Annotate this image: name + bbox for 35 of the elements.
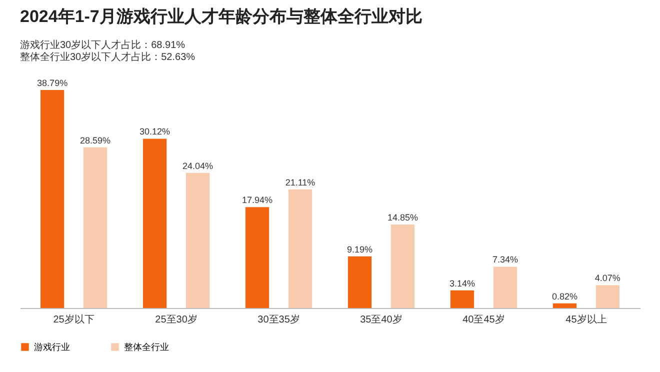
bar [450, 290, 474, 308]
bar [390, 224, 415, 308]
bar [493, 266, 518, 308]
data-label: 7.34% [492, 254, 518, 265]
bar [552, 303, 577, 308]
data-label: 24.04% [182, 160, 214, 171]
chart-title: 2024年1-7月游戏行业人才年龄分布与整体全行业对比 [20, 7, 422, 26]
bar [348, 256, 372, 308]
bar [40, 90, 64, 308]
x-tick-label: 30至35岁 [258, 314, 300, 326]
legend-label: 整体全行业 [124, 342, 169, 352]
data-label: 28.59% [80, 135, 111, 146]
x-tick-label: 25岁以下 [53, 314, 94, 326]
bar [186, 172, 210, 308]
x-tick-label: 35至40岁 [360, 314, 402, 326]
text: 整体全行业30岁以下人才占比：52.63% [20, 51, 196, 63]
x-tick-label: 25至30岁 [155, 314, 198, 326]
bar [245, 207, 270, 308]
bar [596, 285, 620, 308]
data-label: 0.82% [552, 291, 578, 302]
data-label: 21.11% [285, 177, 316, 188]
x-tick-label: 45岁以上 [566, 314, 607, 326]
data-label: 3.14% [449, 278, 475, 288]
bar [288, 189, 312, 308]
data-label: 38.79% [37, 78, 68, 88]
data-label: 9.19% [346, 244, 373, 254]
data-label: 4.07% [594, 273, 620, 284]
data-label: 17.94% [242, 195, 273, 206]
data-label: 30.12% [140, 126, 170, 137]
x-tick-label: 40至45岁 [462, 314, 505, 326]
data-label: 14.85% [387, 212, 418, 223]
bar [83, 147, 108, 308]
bar [142, 138, 167, 308]
legend-label: 游戏行业 [34, 342, 70, 352]
text: 游戏行业30岁以下人才占比：68.91% [20, 39, 186, 51]
